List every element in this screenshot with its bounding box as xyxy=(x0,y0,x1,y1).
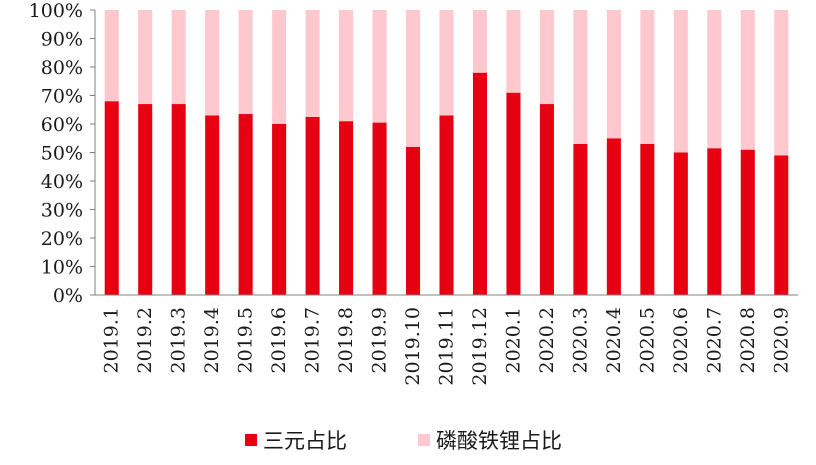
bar-series2-12 xyxy=(506,10,521,93)
bar-series2-15 xyxy=(606,10,621,139)
x-tick-label: 2019.5 xyxy=(235,307,257,373)
x-tick-label: 2019.4 xyxy=(201,307,223,373)
y-tick-label: 10% xyxy=(41,257,83,279)
y-tick-label: 60% xyxy=(41,114,83,136)
bar-series2-7 xyxy=(339,10,354,122)
x-tick-label: 2019.9 xyxy=(369,307,391,373)
x-tick-label: 2020.1 xyxy=(502,307,524,373)
x-axis: 2019.1 2019.2 2019.3 2019.4 2019.5 2019.6 2019… xyxy=(95,294,798,386)
bar-series2-11 xyxy=(472,10,488,73)
bar-series1-4 xyxy=(238,114,253,295)
x-tick-label: 2020.7 xyxy=(703,307,725,373)
bar-series1-3 xyxy=(205,115,220,295)
x-tick-label: 2019.11 xyxy=(436,307,458,386)
x-tick-label: 2019.12 xyxy=(469,307,491,386)
y-tick-label: 40% xyxy=(41,171,83,193)
legend-swatch-2 xyxy=(418,434,430,446)
bar-series1-0 xyxy=(104,101,119,295)
bar-series1-20 xyxy=(774,155,789,295)
y-tick-label: 70% xyxy=(41,86,83,108)
x-tick-label: 2020.5 xyxy=(636,307,658,373)
bar-series1-7 xyxy=(339,121,354,296)
bar-series2-6 xyxy=(305,10,320,117)
y-tick-label: 50% xyxy=(41,143,83,165)
x-tick-label: 2020.6 xyxy=(670,307,692,373)
bar-series2-14 xyxy=(573,10,588,144)
bar-series2-19 xyxy=(740,10,755,150)
bar-series1-1 xyxy=(138,104,153,295)
y-tick-label: 0% xyxy=(53,285,83,307)
bar-series1-16 xyxy=(640,143,655,295)
x-tick-label: 2019.6 xyxy=(268,307,290,373)
bar-layer xyxy=(104,10,789,296)
legend-swatch-1 xyxy=(245,434,257,446)
y-tick-label: 90% xyxy=(41,29,83,51)
bar-series1-14 xyxy=(573,143,588,295)
x-tick-label: 2019.8 xyxy=(335,307,357,373)
bar-series1-15 xyxy=(606,138,621,295)
bar-series2-20 xyxy=(774,10,789,156)
bar-series1-12 xyxy=(506,92,521,296)
y-tick-label: 20% xyxy=(41,228,83,250)
bar-series1-17 xyxy=(673,152,688,295)
bar-series2-16 xyxy=(640,10,655,144)
bar-series1-6 xyxy=(305,116,320,296)
bar-series1-2 xyxy=(171,104,186,295)
bar-series1-13 xyxy=(539,104,554,295)
legend-label-2: 磷酸铁锂占比 xyxy=(436,429,562,453)
bar-series2-10 xyxy=(439,10,454,116)
x-tick-label: 2019.2 xyxy=(134,307,156,373)
x-tick-label: 2019.1 xyxy=(101,307,123,373)
bar-series2-9 xyxy=(405,10,421,147)
bar-series2-17 xyxy=(673,10,688,153)
bar-series1-10 xyxy=(439,115,454,295)
y-tick-label: 100% xyxy=(29,0,83,22)
bar-series2-13 xyxy=(539,10,554,105)
y-tick-label: 30% xyxy=(41,200,83,222)
legend-label-1: 三元占比 xyxy=(263,429,347,453)
x-tick-label: 2019.3 xyxy=(168,307,190,373)
x-tick-label: 2019.7 xyxy=(302,307,324,373)
bar-series2-4 xyxy=(238,10,253,115)
x-tick-label: 2020.2 xyxy=(536,307,558,373)
x-tick-label: 2020.8 xyxy=(737,307,759,373)
bar-series1-8 xyxy=(372,122,387,295)
x-tick-label: 2019.10 xyxy=(402,307,424,386)
bar-series1-18 xyxy=(707,148,722,295)
bar-series2-8 xyxy=(372,10,387,123)
x-tick-label: 2020.9 xyxy=(770,307,792,373)
bar-series1-11 xyxy=(472,72,488,295)
bar-series1-5 xyxy=(272,124,287,295)
bar-series2-0 xyxy=(104,10,119,102)
bar-series1-19 xyxy=(740,149,755,295)
y-tick-label: 80% xyxy=(41,57,83,79)
bar-series2-3 xyxy=(205,10,220,116)
bar-series2-5 xyxy=(272,10,287,124)
x-tick-label: 2020.4 xyxy=(603,307,625,373)
bar-series2-18 xyxy=(707,10,722,149)
legend: 三元占比 磷酸铁锂占比 xyxy=(245,429,562,453)
bar-series2-1 xyxy=(138,10,153,105)
x-tick-label: 2020.3 xyxy=(569,307,591,373)
bar-series1-9 xyxy=(405,146,421,295)
bar-series2-2 xyxy=(171,10,186,105)
y-axis: 0% 10% 20% 30% 40% 50% 60% 70% 80% 90% 100% xyxy=(29,0,96,307)
